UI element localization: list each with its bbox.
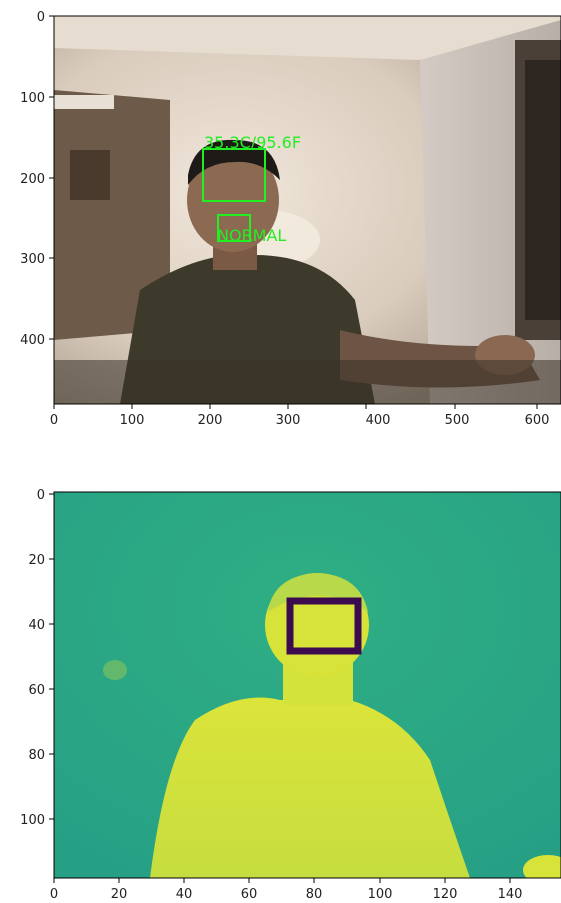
thermal-image bbox=[54, 492, 561, 878]
status-label: NORMAL bbox=[217, 226, 286, 245]
thermal-y-tick: 80 bbox=[28, 748, 45, 763]
rgb-axes-frame bbox=[53, 15, 561, 405]
rgb-x-axis: 0 100 200 300 400 500 600 bbox=[50, 404, 550, 428]
rgb-x-tick: 300 bbox=[276, 413, 301, 428]
thermal-y-tick: 40 bbox=[28, 618, 45, 633]
rgb-x-tick: 200 bbox=[198, 413, 223, 428]
forehead-box bbox=[217, 214, 251, 242]
face-detection-box bbox=[202, 148, 266, 202]
thermal-x-axis: 0 20 40 60 80 100 120 140 bbox=[50, 878, 523, 902]
thermal-y-tick: 60 bbox=[28, 683, 45, 698]
thermal-x-tick: 20 bbox=[111, 887, 128, 902]
thermal-y-tick: 100 bbox=[20, 813, 45, 828]
thermal-y-tick: 20 bbox=[28, 553, 45, 568]
thermal-x-tick: 120 bbox=[433, 887, 458, 902]
rgb-x-tick: 100 bbox=[120, 413, 145, 428]
rgb-y-tick: 200 bbox=[20, 172, 45, 187]
rgb-y-tick: 300 bbox=[20, 252, 45, 267]
thermal-x-tick: 60 bbox=[241, 887, 258, 902]
rgb-x-tick: 0 bbox=[50, 413, 58, 428]
thermal-y-tick: 0 bbox=[37, 488, 45, 503]
rgb-x-tick: 600 bbox=[525, 413, 550, 428]
rgb-y-tick: 100 bbox=[20, 91, 45, 106]
rgb-y-axis: 0 100 200 300 400 bbox=[20, 10, 54, 348]
rgb-y-tick: 0 bbox=[37, 10, 45, 25]
rgb-y-tick: 400 bbox=[20, 333, 45, 348]
thermal-x-tick: 80 bbox=[306, 887, 323, 902]
thermal-y-axis: 0 20 40 60 80 100 bbox=[20, 488, 54, 828]
thermal-x-tick: 0 bbox=[50, 887, 58, 902]
thermal-x-tick: 40 bbox=[176, 887, 193, 902]
thermal-measurement-box bbox=[286, 597, 362, 655]
thermal-x-tick: 100 bbox=[368, 887, 393, 902]
rgb-x-tick: 400 bbox=[366, 413, 391, 428]
rgb-camera-image bbox=[54, 16, 561, 404]
thermal-x-tick: 140 bbox=[498, 887, 523, 902]
temperature-label: 35.3C/95.6F bbox=[204, 133, 301, 152]
thermal-axes-frame bbox=[53, 491, 561, 879]
rgb-x-tick: 500 bbox=[445, 413, 470, 428]
